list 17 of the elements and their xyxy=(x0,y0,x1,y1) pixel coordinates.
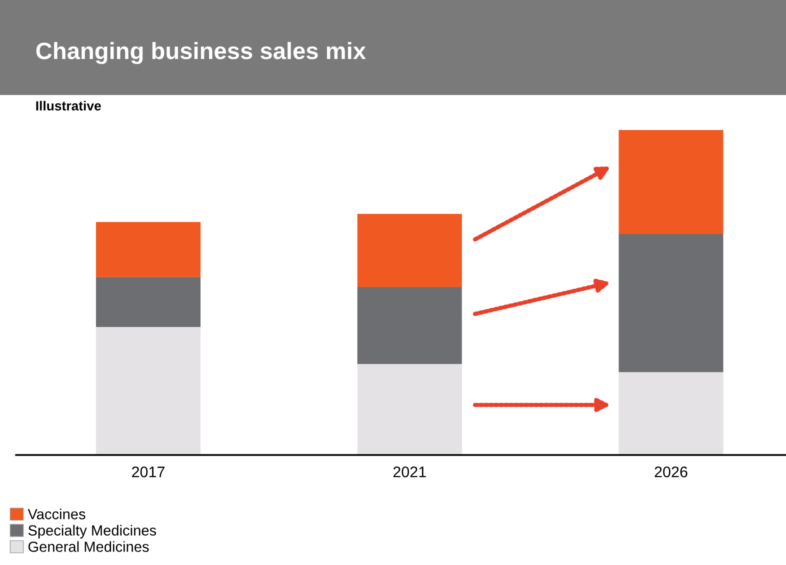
legend-label: General Medicines xyxy=(28,541,149,552)
bar xyxy=(96,276,201,327)
legend-label: Vaccines xyxy=(28,508,86,520)
x-tick-label: 2021 xyxy=(393,466,426,478)
x-tick-label: 2017 xyxy=(132,466,164,478)
bar xyxy=(357,286,462,364)
legend-label: Specialty Medicines xyxy=(28,524,156,538)
bar xyxy=(618,130,724,234)
x-tick-label: 2026 xyxy=(654,466,688,478)
bar xyxy=(618,234,724,372)
bar xyxy=(357,214,462,287)
bar xyxy=(357,364,462,455)
chart-subtitle: Illustrative xyxy=(36,100,101,111)
bar xyxy=(618,372,724,455)
bar xyxy=(96,326,201,455)
chart-title: Changing business sales mix xyxy=(36,42,366,64)
bar xyxy=(96,222,201,277)
